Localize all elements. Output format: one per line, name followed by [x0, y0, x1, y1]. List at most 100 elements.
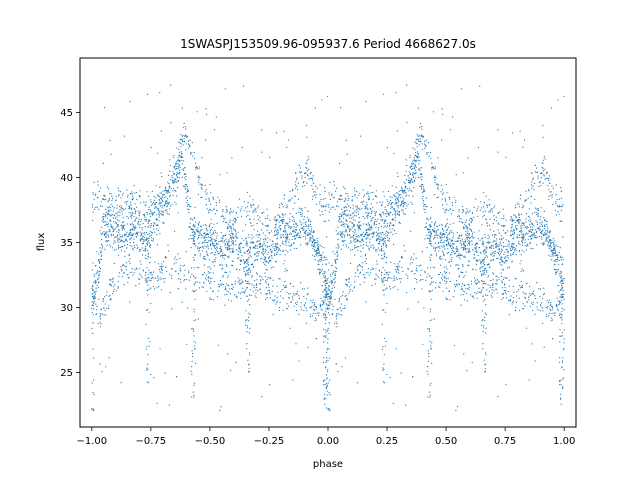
- data-point: [491, 289, 493, 291]
- data-point: [473, 257, 475, 259]
- data-point: [351, 227, 353, 229]
- data-point: [536, 306, 538, 308]
- data-point: [114, 229, 116, 231]
- data-point: [250, 222, 252, 224]
- data-point: [162, 265, 164, 267]
- data-point: [122, 236, 124, 238]
- data-point: [315, 319, 317, 321]
- data-point: [524, 199, 526, 201]
- data-point: [547, 305, 549, 308]
- data-point: [363, 243, 365, 246]
- data-point: [343, 200, 345, 202]
- data-point: [341, 198, 343, 200]
- data-point: [488, 241, 490, 243]
- data-point: [328, 296, 330, 298]
- data-point: [196, 111, 198, 113]
- data-point: [311, 228, 313, 230]
- data-point: [408, 190, 410, 192]
- data-point: [489, 284, 491, 286]
- data-point: [465, 234, 467, 236]
- data-point: [206, 246, 208, 248]
- data-point: [349, 286, 351, 288]
- data-point: [99, 268, 102, 270]
- data-point: [91, 408, 93, 410]
- data-point: [471, 220, 473, 222]
- data-point: [178, 173, 180, 175]
- data-point: [519, 231, 521, 233]
- data-point: [488, 266, 490, 268]
- data-point: [454, 290, 456, 292]
- data-point: [323, 316, 325, 319]
- data-point: [150, 223, 152, 225]
- data-point: [209, 298, 211, 300]
- data-point: [144, 274, 146, 276]
- data-point: [208, 272, 210, 274]
- data-point: [122, 246, 124, 248]
- data-point: [136, 247, 138, 249]
- data-point: [352, 216, 354, 218]
- data-point: [447, 210, 449, 212]
- data-point: [152, 240, 154, 242]
- data-point: [185, 192, 187, 194]
- data-point: [171, 308, 173, 310]
- data-point: [158, 285, 160, 288]
- data-point: [506, 260, 508, 262]
- data-point: [410, 165, 412, 167]
- data-point: [325, 307, 327, 310]
- data-point: [203, 282, 205, 284]
- data-point: [514, 221, 517, 223]
- data-point: [221, 237, 223, 239]
- data-point: [373, 210, 375, 212]
- data-point: [328, 392, 330, 394]
- data-point: [324, 335, 326, 337]
- data-point: [412, 195, 414, 197]
- data-point: [394, 285, 396, 288]
- data-point: [271, 240, 273, 242]
- data-point: [551, 312, 553, 315]
- data-point: [237, 247, 240, 249]
- data-point: [483, 280, 485, 282]
- data-point: [327, 312, 329, 314]
- data-point: [190, 228, 192, 231]
- data-point: [119, 211, 121, 214]
- data-point: [281, 242, 283, 244]
- data-point: [390, 231, 392, 233]
- data-point: [201, 184, 203, 186]
- data-point: [558, 263, 560, 265]
- data-point: [421, 288, 423, 290]
- data-point: [262, 247, 264, 249]
- data-point: [225, 205, 227, 208]
- data-point: [431, 289, 433, 291]
- data-point: [101, 220, 103, 222]
- data-point: [378, 242, 380, 244]
- data-point: [324, 367, 327, 369]
- data-point: [437, 242, 439, 244]
- data-point: [542, 244, 544, 246]
- data-point: [337, 239, 339, 241]
- data-point: [150, 147, 152, 149]
- data-point: [558, 251, 560, 254]
- data-point: [348, 227, 350, 229]
- data-point: [306, 182, 308, 184]
- data-point: [222, 214, 224, 216]
- data-point: [401, 202, 403, 204]
- data-point: [379, 235, 381, 237]
- data-point: [228, 230, 231, 232]
- data-point: [389, 202, 391, 204]
- data-point: [541, 238, 543, 240]
- data-point: [413, 176, 415, 178]
- data-point: [126, 196, 129, 198]
- data-point: [209, 230, 211, 232]
- data-point: [384, 225, 386, 227]
- data-point: [143, 250, 145, 252]
- data-point: [425, 205, 427, 207]
- data-point: [268, 291, 270, 294]
- data-point: [384, 237, 386, 239]
- data-point: [309, 173, 311, 175]
- data-point: [329, 281, 331, 283]
- data-point: [523, 233, 525, 235]
- data-point: [227, 223, 230, 225]
- data-point: [317, 263, 319, 265]
- data-point: [208, 197, 210, 199]
- data-point: [531, 222, 533, 224]
